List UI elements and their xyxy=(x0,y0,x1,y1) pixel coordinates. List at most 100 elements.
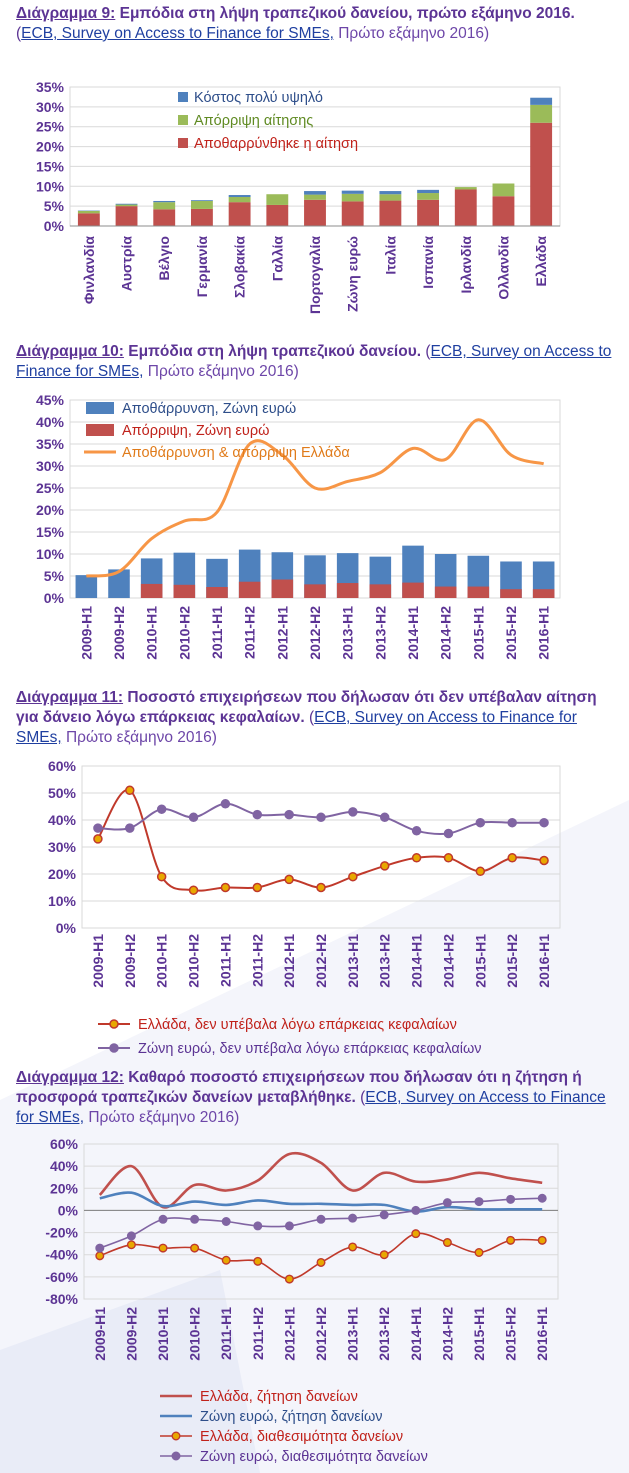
data-point xyxy=(221,1255,231,1265)
x-tick-label: Βέλγιο xyxy=(156,236,172,280)
y-tick-label: 15% xyxy=(36,158,65,174)
data-point xyxy=(537,1235,547,1245)
caption-source-tail: Πρώτο εξάμηνο 2016) xyxy=(143,363,299,380)
x-tick-label: 2009-H1 xyxy=(90,934,106,988)
bar-segment xyxy=(153,209,176,226)
y-tick-label: 30% xyxy=(36,99,65,115)
bar-segment xyxy=(304,199,326,226)
bar-segment xyxy=(379,191,402,195)
x-tick-label: Ισπανία xyxy=(420,236,436,289)
x-tick-label: Πορτογαλία xyxy=(307,236,323,314)
legend-swatch xyxy=(178,115,188,125)
bar xyxy=(434,586,457,598)
caption-source-open: ( xyxy=(355,1089,366,1106)
data-point xyxy=(188,885,199,895)
legend-marker xyxy=(109,1043,119,1053)
x-tick-label: 2013-H2 xyxy=(372,606,388,660)
bar-segment xyxy=(530,104,553,123)
x-tick-label: 2012-H1 xyxy=(274,606,290,660)
bar xyxy=(336,583,359,598)
x-tick-label: 2013-H1 xyxy=(340,606,356,660)
bar-segment xyxy=(417,189,440,194)
data-point xyxy=(379,861,390,871)
x-tick-label: Ζώνη ευρώ xyxy=(345,236,361,312)
data-point xyxy=(253,1256,263,1266)
bar xyxy=(369,584,392,598)
bar-segment xyxy=(266,194,289,205)
data-point xyxy=(506,1235,516,1245)
series-line-greece-demand xyxy=(98,1151,543,1209)
x-tick-label: 2011-H1 xyxy=(218,1307,234,1360)
y-tick-label: -60% xyxy=(45,1269,78,1285)
caption-number: Διάγραμμα 9: xyxy=(16,5,116,22)
x-tick-label: 2012-H1 xyxy=(281,1307,297,1361)
x-tick-label: 2012-H2 xyxy=(313,1307,329,1361)
series-line-greece-availability xyxy=(99,1232,543,1280)
x-tick-label: 2011-H2 xyxy=(249,934,265,987)
bar-segment xyxy=(115,204,138,207)
x-tick-label: 2010-H2 xyxy=(187,1307,203,1361)
bar-segment xyxy=(341,190,364,194)
legend-swatch xyxy=(86,424,114,436)
legend-marker xyxy=(171,1431,181,1441)
y-tick-label: -80% xyxy=(45,1291,78,1307)
data-point xyxy=(221,1216,231,1226)
bar-segment xyxy=(341,201,364,226)
caption-source-open: ( xyxy=(16,25,22,42)
data-point xyxy=(190,1214,200,1224)
x-tick-label: 2011-H1 xyxy=(217,934,233,987)
caption-chart-10: Διάγραμμα 10: Εμπόδια στη λήψη τραπεζικο… xyxy=(16,342,616,382)
chart-demand-supply-net-change: -80% -60% -40% -20% 0% 20% 40% 60% 2009-H1 2009-H… xyxy=(45,1136,559,1465)
source-link[interactable]: ECB, Survey on Access to Finance for SME… xyxy=(16,709,577,746)
y-tick-label: 40% xyxy=(48,812,77,828)
y-tick-label: 40% xyxy=(50,1158,79,1174)
x-tick-label: Ιρλανδία xyxy=(458,236,474,294)
y-tick-label: 10% xyxy=(36,178,65,194)
y-tick-label: -40% xyxy=(45,1247,78,1263)
source-link[interactable]: ECB, Survey on Access to Finance for SME… xyxy=(21,25,334,42)
data-point xyxy=(539,817,549,828)
x-tick-label: 2013-H2 xyxy=(377,934,393,988)
y-tick-label: 25% xyxy=(36,119,65,135)
data-point xyxy=(507,853,517,863)
data-point xyxy=(537,1193,547,1203)
data-point xyxy=(284,1274,294,1284)
y-tick-label: 5% xyxy=(44,568,65,584)
data-point xyxy=(252,882,263,893)
data-point xyxy=(539,855,549,866)
legend-greece-line: Αποθάρρυνση & απόρριψη Ελλάδα xyxy=(122,445,350,461)
x-tick-label: 2016-H1 xyxy=(534,1307,550,1361)
x-tick-label: 2010-H2 xyxy=(186,934,202,988)
legend-greece-demand: Ελλάδα, ζήτηση δανείων xyxy=(200,1389,358,1405)
caption-chart-12: Διάγραμμα 12: Καθαρό ποσοστό επιχειρήσεω… xyxy=(16,1068,616,1128)
data-point xyxy=(252,809,263,820)
source-link[interactable]: ECB, Survey on Access to Finance for SME… xyxy=(16,1089,606,1126)
data-point xyxy=(125,823,135,833)
y-tick-label: 0% xyxy=(56,920,77,936)
data-point xyxy=(348,1213,358,1223)
bar xyxy=(500,561,522,598)
x-tick-label: 2012-H2 xyxy=(307,606,323,660)
bar xyxy=(532,561,555,598)
data-point xyxy=(442,1198,452,1208)
data-point xyxy=(190,1243,200,1253)
x-tick-label: 2013-H1 xyxy=(345,1307,361,1361)
source-link[interactable]: ECB, Survey on Access to Finance for SME… xyxy=(16,343,612,380)
y-tick-label: 25% xyxy=(36,480,65,496)
y-tick-label: 20% xyxy=(36,139,65,155)
x-tick-label: Γαλλία xyxy=(269,236,285,281)
legend-swatch xyxy=(86,402,114,414)
x-tick-label: 2015-H2 xyxy=(503,1307,519,1361)
chart-obstacles-by-country: 0% 5% 10% 15% 20% 25% 30% 35% Φινλανδία Αυστρία Βέ… xyxy=(36,79,561,314)
x-tick-label: 2011-H2 xyxy=(242,606,258,659)
data-point xyxy=(411,1229,421,1239)
x-tick-label: 2014-H2 xyxy=(439,1307,455,1361)
legend-eurozone-demand: Ζώνη ευρώ, ζήτηση δανείων xyxy=(200,1409,383,1425)
y-tick-label: 45% xyxy=(36,392,65,408)
y-tick-label: 35% xyxy=(36,436,65,452)
bar-segment xyxy=(417,199,440,226)
data-point xyxy=(379,1250,389,1260)
y-tick-label: 0% xyxy=(58,1202,79,1218)
bar-segment xyxy=(153,202,176,210)
x-tick-label: Ιταλία xyxy=(382,236,398,275)
